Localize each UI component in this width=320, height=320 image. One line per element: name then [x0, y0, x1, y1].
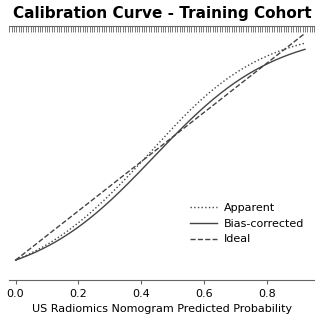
Apparent: [15, 258, 19, 262]
Ideal: [15, 258, 19, 261]
X-axis label: US Radiomics Nomogram Predicted Probability: US Radiomics Nomogram Predicted Probabil…: [32, 304, 292, 315]
Bias-corrected: [14, 258, 18, 262]
Ideal: [191, 119, 195, 123]
Bias-corrected: [258, 66, 261, 70]
Apparent: [258, 58, 261, 61]
Ideal: [276, 52, 280, 56]
Line: Bias-corrected: Bias-corrected: [16, 49, 305, 260]
Apparent: [186, 110, 190, 114]
Legend: Apparent, Bias-corrected, Ideal: Apparent, Bias-corrected, Ideal: [185, 199, 309, 249]
Apparent: [191, 106, 195, 110]
Line: Ideal: Ideal: [16, 33, 305, 260]
Apparent: [185, 111, 189, 115]
Ideal: [14, 258, 18, 262]
Bias-corrected: [303, 47, 307, 51]
Apparent: [303, 41, 307, 45]
Apparent: [14, 258, 18, 262]
Bias-corrected: [186, 120, 190, 124]
Apparent: [276, 50, 280, 53]
Ideal: [303, 31, 307, 35]
Bias-corrected: [276, 57, 280, 61]
Bias-corrected: [185, 121, 189, 125]
Bias-corrected: [15, 258, 19, 262]
Ideal: [185, 124, 189, 128]
Title: Calibration Curve - Training Cohort: Calibration Curve - Training Cohort: [12, 5, 311, 20]
Line: Apparent: Apparent: [16, 43, 305, 260]
Ideal: [186, 123, 190, 127]
Bias-corrected: [191, 116, 195, 119]
Ideal: [258, 67, 261, 71]
